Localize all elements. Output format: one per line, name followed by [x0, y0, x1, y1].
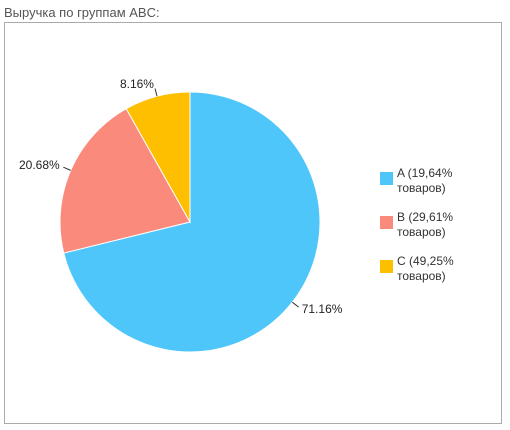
data-label: 71.16% [302, 302, 343, 316]
legend-swatch [380, 172, 393, 185]
legend-swatch [380, 216, 393, 229]
leader-line [154, 88, 158, 97]
legend-label: C (49,25% товаров) [397, 254, 454, 283]
leader-line [292, 301, 299, 308]
leader-line [63, 166, 71, 171]
chart-title: Выручка по группам ABC: [4, 5, 160, 20]
legend-label: A (19,64% товаров) [397, 166, 453, 195]
legend-swatch [380, 260, 393, 273]
data-label: 8.16% [120, 77, 154, 91]
data-label: 20.68% [19, 158, 60, 172]
chart-frame [4, 22, 502, 424]
legend-label: B (29,61% товаров) [397, 210, 454, 239]
